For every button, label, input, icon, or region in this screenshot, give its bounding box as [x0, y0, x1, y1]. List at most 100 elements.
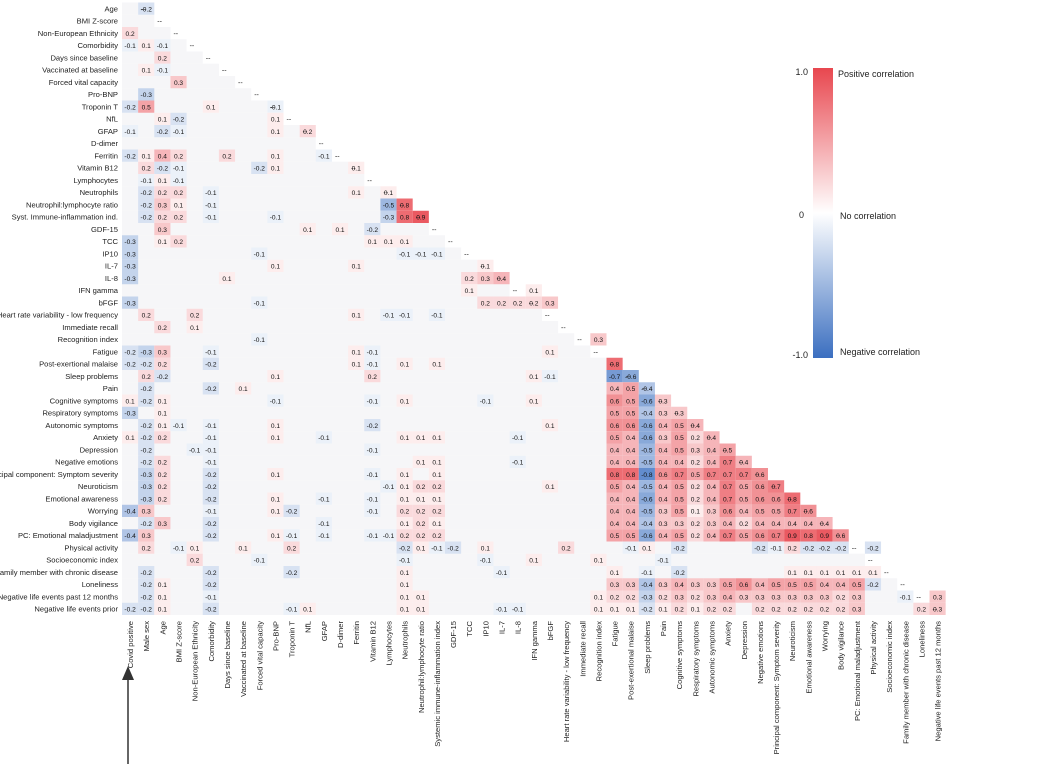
heatmap-cell [864, 566, 882, 579]
heatmap-cell [138, 161, 155, 174]
heatmap-cell [541, 296, 559, 309]
cell-value-label: 0.1 [174, 202, 183, 209]
column-label: Comorbidity [207, 621, 216, 662]
diagonal-marker: -- [852, 545, 857, 552]
cell-value-label: -0.1 [367, 509, 379, 516]
diagonal-marker: -- [400, 202, 405, 209]
heatmap-cell [428, 247, 445, 260]
cell-value-label: 0.3 [739, 594, 748, 601]
diagonal-marker: -- [513, 288, 518, 295]
diagonal-marker: -- [868, 558, 873, 565]
cell-value-label: -0.6 [641, 435, 653, 442]
cell-value-label: 0.1 [142, 153, 151, 160]
cell-value-label: 0.1 [545, 484, 554, 491]
heatmap-cell [428, 357, 445, 370]
cell-value-label: -0.3 [124, 300, 136, 307]
heatmap-cell [170, 149, 187, 162]
cell-value-label: 0.2 [432, 509, 441, 516]
heatmap-cell [186, 308, 203, 321]
cell-value-label: 0.4 [610, 447, 619, 454]
cell-value-label: 0.1 [158, 594, 167, 601]
heatmap-cell [218, 272, 236, 285]
cell-value-label: 0.2 [513, 300, 522, 307]
cell-value-label: 0.6 [836, 533, 845, 540]
column-label: Vitamin B12 [368, 621, 377, 662]
heatmap-cell [654, 590, 672, 603]
heatmap-cell [364, 357, 381, 370]
heatmap-cell [541, 345, 559, 358]
row-label: Fatigue [93, 347, 118, 356]
cell-value-label: -0.1 [173, 545, 185, 552]
cell-value-label: 0.5 [691, 472, 700, 479]
cell-value-label: -0.1 [367, 447, 379, 454]
heatmap-cell [687, 492, 704, 505]
heatmap-cell [202, 468, 219, 481]
cell-value-label: 0.3 [675, 411, 684, 418]
cell-value-label: 0.1 [432, 521, 441, 528]
heatmap-cell [784, 504, 801, 517]
heatmap-cell [122, 27, 139, 40]
cell-value-label: -0.2 [141, 423, 153, 430]
row-label: GFAP [98, 127, 118, 136]
heatmap-cell [735, 590, 752, 603]
cell-value-label: -0.1 [173, 129, 185, 136]
heatmap-cell [671, 468, 688, 481]
heatmap-cell [719, 590, 736, 603]
heatmap-cell [364, 468, 381, 481]
heatmap-cell [784, 590, 801, 603]
cell-value-label: -0.1 [173, 423, 185, 430]
heatmap-cell [703, 455, 720, 468]
heatmap-cell [606, 443, 623, 456]
cell-value-label: 0.4 [626, 435, 635, 442]
cell-value-label: 0.1 [529, 288, 538, 295]
cell-value-label: -0.2 [157, 129, 169, 136]
column-label: Male sex [142, 621, 151, 652]
heatmap-cell [687, 578, 704, 591]
cell-value-label: -0.2 [673, 570, 685, 577]
heatmap-cell [687, 529, 704, 542]
cell-value-label: 0.1 [416, 607, 425, 614]
heatmap-cell [315, 431, 332, 444]
heatmap-row-background [122, 333, 575, 346]
cell-value-label: -0.1 [512, 607, 524, 614]
heatmap-cell [671, 578, 688, 591]
heatmap-cell [154, 370, 171, 383]
heatmap-cell [913, 602, 930, 615]
cell-value-label: 0.5 [675, 496, 684, 503]
cell-value-label: 0.2 [190, 313, 199, 320]
cell-value-label: 0.2 [691, 496, 700, 503]
cell-value-label: 0.5 [739, 533, 748, 540]
heatmap-cell [848, 602, 865, 615]
heatmap-cell [428, 517, 445, 530]
heatmap-cell [122, 529, 139, 542]
heatmap-cell [606, 590, 623, 603]
cell-value-label: 0.1 [481, 264, 490, 271]
heatmap-cell [509, 602, 526, 615]
heatmap-cell [348, 357, 365, 370]
heatmap-cell [186, 321, 203, 334]
heatmap-cell [380, 480, 397, 493]
heatmap-cell [687, 419, 704, 432]
heatmap-cell [638, 480, 655, 493]
heatmap-cell [509, 431, 526, 444]
heatmap-cell [154, 455, 171, 468]
heatmap-cell [525, 296, 542, 309]
cell-value-label: 0.3 [771, 594, 780, 601]
cell-value-label: 0.5 [739, 496, 748, 503]
column-label: Socioeconomic index [885, 621, 894, 693]
heatmap-cell [638, 419, 655, 432]
cell-value-label: 0.1 [384, 190, 393, 197]
heatmap-cell [832, 566, 849, 579]
heatmap-cell [122, 345, 139, 358]
column-label: Non-European Ethnicity [191, 621, 200, 701]
cell-value-label: 0.2 [158, 190, 167, 197]
heatmap-row-background [122, 247, 462, 260]
cell-value-label: 0.2 [416, 533, 425, 540]
heatmap-cell [154, 419, 171, 432]
heatmap-cell [396, 394, 413, 407]
cell-value-label: -0.1 [383, 484, 395, 491]
cell-value-label: -0.1 [512, 435, 524, 442]
cell-value-label: -0.1 [900, 594, 912, 601]
cell-value-label: 0.1 [416, 496, 425, 503]
cell-value-label: 0.1 [416, 435, 425, 442]
